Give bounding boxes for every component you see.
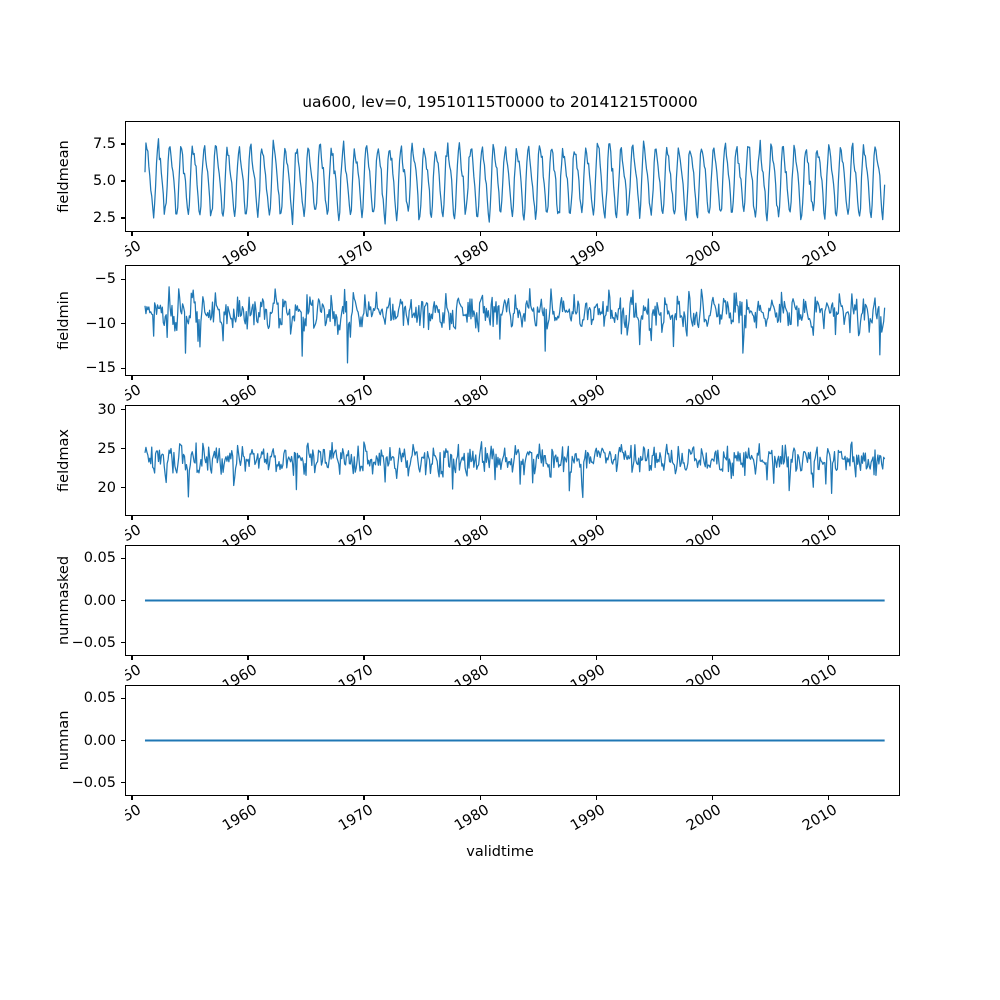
ytick-mark-fieldmean-1 bbox=[121, 180, 125, 182]
data-line-fieldmean bbox=[126, 122, 899, 231]
ytick-label-nummasked-2: 0.05 bbox=[83, 550, 116, 567]
xtick-mark-nummasked-3 bbox=[479, 656, 481, 660]
xtick-mark-fieldmean-6 bbox=[827, 232, 829, 236]
ytick-label-nummasked-1: 0.00 bbox=[83, 592, 116, 609]
xtick-mark-fieldmax-4 bbox=[595, 516, 597, 520]
ytick-mark-numnan-0 bbox=[121, 782, 125, 784]
figure-title: ua600, lev=0, 19510115T0000 to 20141215T… bbox=[302, 93, 698, 111]
ytick-mark-nummasked-1 bbox=[121, 600, 125, 602]
y-axis-label-fieldmin: fieldmin bbox=[55, 291, 72, 350]
y-axis-label-nummasked: nummasked bbox=[55, 555, 72, 646]
xtick-mark-nummasked-6 bbox=[827, 656, 829, 660]
data-line-fieldmax bbox=[126, 406, 899, 515]
ytick-label-fieldmean-1: 5.0 bbox=[92, 172, 116, 189]
data-line-fieldmin bbox=[126, 266, 899, 375]
ytick-mark-numnan-2 bbox=[121, 697, 125, 700]
ytick-label-nummasked-0: −0.05 bbox=[71, 634, 116, 651]
xtick-mark-fieldmin-6 bbox=[827, 376, 829, 380]
xtick-mark-fieldmax-0 bbox=[131, 516, 133, 520]
ytick-label-fieldmax-2: 30 bbox=[97, 401, 116, 418]
ytick-mark-fieldmin-1 bbox=[121, 323, 125, 325]
subplot-nummasked: −0.05 0.00 0.05 nummasked 1950 1960 1970 1980 19… bbox=[56, 545, 900, 689]
xtick-mark-fieldmin-2 bbox=[363, 376, 365, 380]
ytick-label-fieldmin-1: −10 bbox=[85, 315, 116, 332]
xtick-mark-nummasked-1 bbox=[247, 656, 249, 660]
ytick-label-fieldmax-1: 25 bbox=[97, 440, 116, 457]
ytick-label-numnan-2: 0.05 bbox=[83, 690, 116, 707]
y-axis-label-fieldmax: fieldmax bbox=[55, 429, 72, 492]
xtick-mark-fieldmin-1 bbox=[247, 376, 249, 380]
ytick-mark-fieldmin-2 bbox=[121, 278, 125, 280]
ytick-mark-nummasked-2 bbox=[121, 557, 125, 560]
xtick-mark-fieldmean-5 bbox=[711, 232, 713, 236]
xtick-mark-numnan-3 bbox=[479, 796, 481, 800]
xtick-mark-numnan-5 bbox=[711, 796, 713, 800]
axes-frame-numnan bbox=[125, 685, 900, 796]
xtick-mark-fieldmax-1 bbox=[247, 516, 249, 520]
xtick-mark-fieldmin-4 bbox=[595, 376, 597, 380]
subplot-numnan: −0.05 0.00 0.05 numnan 1950 1960 1970 1980 1990 2… bbox=[56, 685, 900, 834]
xtick-label-row-numnan: 1950 1960 1970 1980 1990 2000 2010 bbox=[125, 802, 841, 835]
axes-frame-fieldmin bbox=[125, 265, 900, 376]
ytick-label-fieldmean-0: 2.5 bbox=[92, 209, 116, 226]
ytick-label-numnan-0: −0.05 bbox=[71, 774, 116, 791]
xtick-mark-nummasked-0 bbox=[131, 656, 133, 660]
xtick-mark-fieldmax-5 bbox=[711, 516, 713, 520]
xtick-mark-numnan-6 bbox=[827, 796, 829, 800]
xtick-mark-fieldmean-2 bbox=[363, 232, 365, 236]
axes-frame-fieldmean bbox=[125, 121, 900, 232]
data-line-numnan bbox=[126, 686, 899, 795]
axes-frame-fieldmax bbox=[125, 405, 900, 516]
xtick-mark-fieldmin-3 bbox=[479, 376, 481, 380]
xtick-mark-nummasked-2 bbox=[363, 656, 365, 660]
xtick-mark-numnan-0 bbox=[131, 796, 133, 800]
xtick-mark-fieldmax-6 bbox=[827, 516, 829, 520]
xtick-mark-fieldmax-3 bbox=[479, 516, 481, 520]
ytick-mark-fieldmax-2 bbox=[121, 409, 125, 411]
ytick-label-fieldmin-0: −15 bbox=[85, 360, 116, 376]
xtick-mark-fieldmean-4 bbox=[595, 232, 597, 236]
y-axis-label-fieldmean: fieldmean bbox=[55, 140, 72, 213]
ytick-mark-fieldmean-2 bbox=[121, 143, 125, 145]
subplot-fieldmean: 2.5 5.0 7.5 fieldmean 1950 1960 1970 1980 1990 20… bbox=[56, 121, 900, 269]
xtick-mark-fieldmean-3 bbox=[479, 232, 481, 236]
xtick-mark-fieldmax-2 bbox=[363, 516, 365, 520]
xtick-mark-fieldmean-0 bbox=[131, 232, 133, 236]
xtick-mark-nummasked-5 bbox=[711, 656, 713, 660]
data-line-nummasked bbox=[126, 546, 899, 655]
ytick-mark-fieldmax-0 bbox=[121, 487, 125, 489]
ytick-label-numnan-1: 0.00 bbox=[83, 732, 116, 749]
ytick-label-fieldmean-2: 7.5 bbox=[92, 135, 116, 152]
x-axis-label: validtime bbox=[466, 844, 534, 860]
xtick-mark-fieldmin-0 bbox=[131, 376, 133, 380]
subplot-fieldmax: 20 25 30 fieldmax 1950 1960 1970 1980 1990 2000 20… bbox=[56, 402, 900, 549]
xtick-mark-numnan-4 bbox=[595, 796, 597, 800]
ytick-mark-nummasked-0 bbox=[121, 642, 125, 644]
ytick-label-fieldmin-2: −5 bbox=[94, 271, 116, 288]
ytick-label-fieldmax-0: 20 bbox=[97, 479, 116, 496]
subplot-fieldmin: −15 −10 −5 fieldmin 1950 1960 1970 1980 1990 2000… bbox=[56, 265, 900, 409]
xtick-mark-fieldmean-1 bbox=[247, 232, 249, 236]
xtick-mark-nummasked-4 bbox=[595, 656, 597, 660]
xtick-mark-numnan-1 bbox=[247, 796, 249, 800]
ytick-mark-fieldmean-0 bbox=[121, 217, 125, 219]
ytick-mark-numnan-1 bbox=[121, 740, 125, 742]
ytick-mark-fieldmin-0 bbox=[121, 367, 125, 369]
y-axis-label-numnan: numnan bbox=[55, 710, 72, 771]
ytick-mark-fieldmax-1 bbox=[121, 448, 125, 450]
axes-frame-nummasked bbox=[125, 545, 900, 656]
xtick-mark-fieldmin-5 bbox=[711, 376, 713, 380]
xtick-mark-numnan-2 bbox=[363, 796, 365, 800]
